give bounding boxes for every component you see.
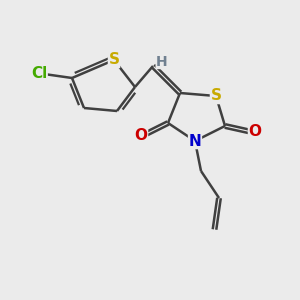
Text: O: O <box>134 128 148 142</box>
Text: Cl: Cl <box>31 66 47 81</box>
Text: H: H <box>156 55 168 68</box>
Text: N: N <box>189 134 201 148</box>
Text: S: S <box>109 52 119 68</box>
Text: O: O <box>248 124 262 140</box>
Text: S: S <box>211 88 221 104</box>
